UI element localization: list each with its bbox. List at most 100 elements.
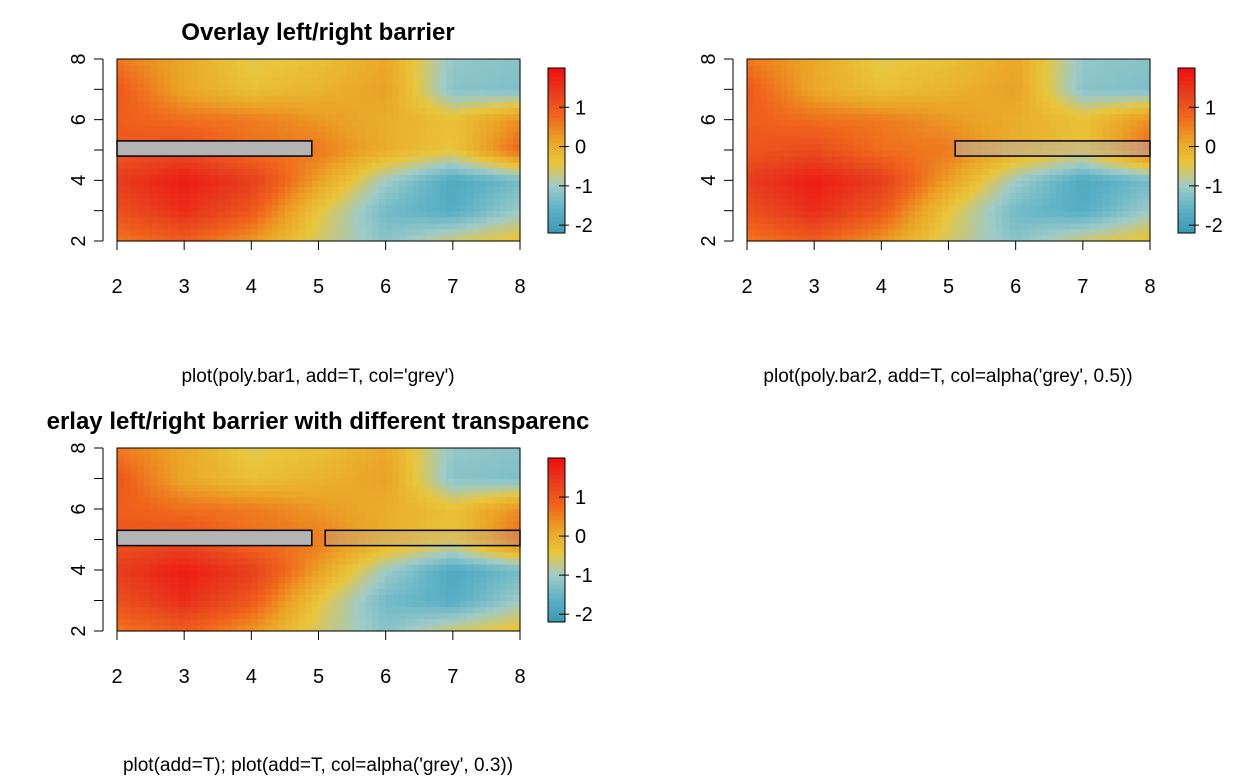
heatmap-cell — [204, 162, 212, 169]
heatmap-cell — [466, 59, 474, 66]
heatmap-cell — [150, 89, 158, 96]
heatmap-cell — [258, 557, 266, 565]
heatmap-cell — [425, 228, 434, 236]
heatmap-cell — [150, 107, 158, 115]
heatmap-cell — [150, 618, 158, 626]
heatmap-cell — [961, 198, 970, 206]
heatmap-cell — [258, 624, 266, 632]
heatmap-cell — [184, 576, 192, 583]
heatmap-cell — [204, 131, 212, 139]
heatmap-cell — [747, 107, 755, 115]
heatmap-cell — [921, 59, 929, 66]
heatmap-cell — [392, 162, 400, 169]
heatmap-cell — [137, 89, 145, 96]
heatmap-cell — [760, 234, 768, 242]
colorbar-tick-label: -2 — [1205, 215, 1223, 237]
heatmap-cell — [961, 113, 970, 121]
heatmap-cell — [385, 618, 393, 626]
heatmap-cell — [117, 606, 125, 614]
heatmap-cell — [305, 113, 313, 121]
heatmap-cell — [466, 204, 474, 212]
heatmap-cell — [237, 174, 246, 181]
heatmap-cell — [378, 588, 387, 595]
heatmap-cell — [217, 192, 226, 200]
heatmap-cell — [325, 216, 333, 224]
heatmap-cell — [894, 113, 903, 121]
heatmap-cell — [425, 95, 434, 103]
heatmap-cell — [1096, 186, 1104, 194]
heatmap-cell — [412, 174, 420, 181]
heatmap-cell — [908, 234, 916, 242]
heatmap-cell — [352, 557, 360, 565]
heatmap-cell — [499, 174, 508, 181]
heatmap-cell — [1109, 180, 1118, 187]
heatmap-cell — [157, 222, 165, 230]
heatmap-cell — [820, 162, 829, 169]
heatmap-cell — [143, 204, 152, 212]
heatmap-cell — [446, 162, 454, 169]
heatmap-cell — [767, 119, 775, 127]
heatmap-cell — [794, 156, 802, 163]
heatmap-cell — [244, 222, 252, 230]
heatmap-cell — [466, 137, 474, 145]
heatmap-cell — [204, 65, 212, 72]
heatmap-cell — [412, 222, 420, 230]
heatmap-cell — [747, 65, 755, 72]
heatmap-cell — [284, 612, 293, 620]
heatmap-cell — [345, 77, 353, 84]
heatmap-cell — [767, 131, 775, 139]
heatmap-cell — [392, 95, 400, 103]
heatmap-cell — [1029, 216, 1037, 224]
heatmap-cell — [318, 234, 326, 242]
heatmap-cell — [1062, 180, 1070, 187]
heatmap-cell — [827, 228, 835, 236]
heatmap-cell — [847, 119, 856, 127]
colorbar-swatch — [1178, 150, 1195, 156]
heatmap-cell — [459, 198, 467, 206]
heatmap-cell — [794, 162, 802, 169]
heatmap-cell — [1082, 156, 1091, 163]
heatmap-cell — [1049, 71, 1057, 78]
heatmap-cell — [1076, 210, 1084, 218]
heatmap-cell — [1089, 131, 1097, 139]
heatmap-cell — [479, 624, 488, 632]
heatmap-cell — [861, 59, 869, 66]
heatmap-cell — [841, 198, 849, 206]
heatmap-cell — [854, 77, 862, 84]
heatmap-cell — [184, 582, 192, 589]
heatmap-cell — [237, 618, 246, 626]
heatmap-cell — [847, 143, 856, 151]
heatmap-cell — [365, 210, 373, 218]
heatmap-cell — [834, 119, 842, 127]
heatmap-cell — [231, 515, 239, 522]
heatmap-cell — [914, 174, 923, 181]
heatmap-cell — [493, 557, 501, 565]
heatmap-cell — [820, 186, 829, 194]
colorbar-swatch — [548, 72, 565, 77]
heatmap-cell — [405, 545, 414, 553]
heatmap-cell — [1102, 180, 1111, 187]
heatmap-cell — [164, 222, 172, 230]
heatmap-cell — [794, 234, 802, 242]
heatmap-cell — [318, 515, 326, 522]
heatmap-cell — [847, 71, 856, 78]
heatmap-cell — [117, 618, 125, 626]
heatmap-cell — [854, 174, 862, 181]
heatmap-cell — [1123, 198, 1131, 206]
heatmap-cell — [305, 59, 313, 66]
heatmap-cell — [888, 204, 896, 212]
heatmap-cell — [143, 65, 152, 72]
heatmap-cell — [1049, 186, 1057, 194]
heatmap-cell — [137, 563, 145, 571]
heatmap-cell — [419, 174, 427, 181]
heatmap-cell — [365, 515, 373, 522]
heatmap-cell — [1049, 192, 1057, 200]
heatmap-cell — [1136, 228, 1144, 236]
heatmap-cell — [258, 174, 266, 181]
heatmap-cell — [204, 107, 212, 115]
heatmap-cell — [318, 557, 326, 565]
heatmap-cell — [452, 162, 461, 169]
heatmap-cell — [264, 119, 273, 127]
heatmap-cell — [177, 582, 185, 589]
heatmap-cell — [1096, 119, 1104, 127]
